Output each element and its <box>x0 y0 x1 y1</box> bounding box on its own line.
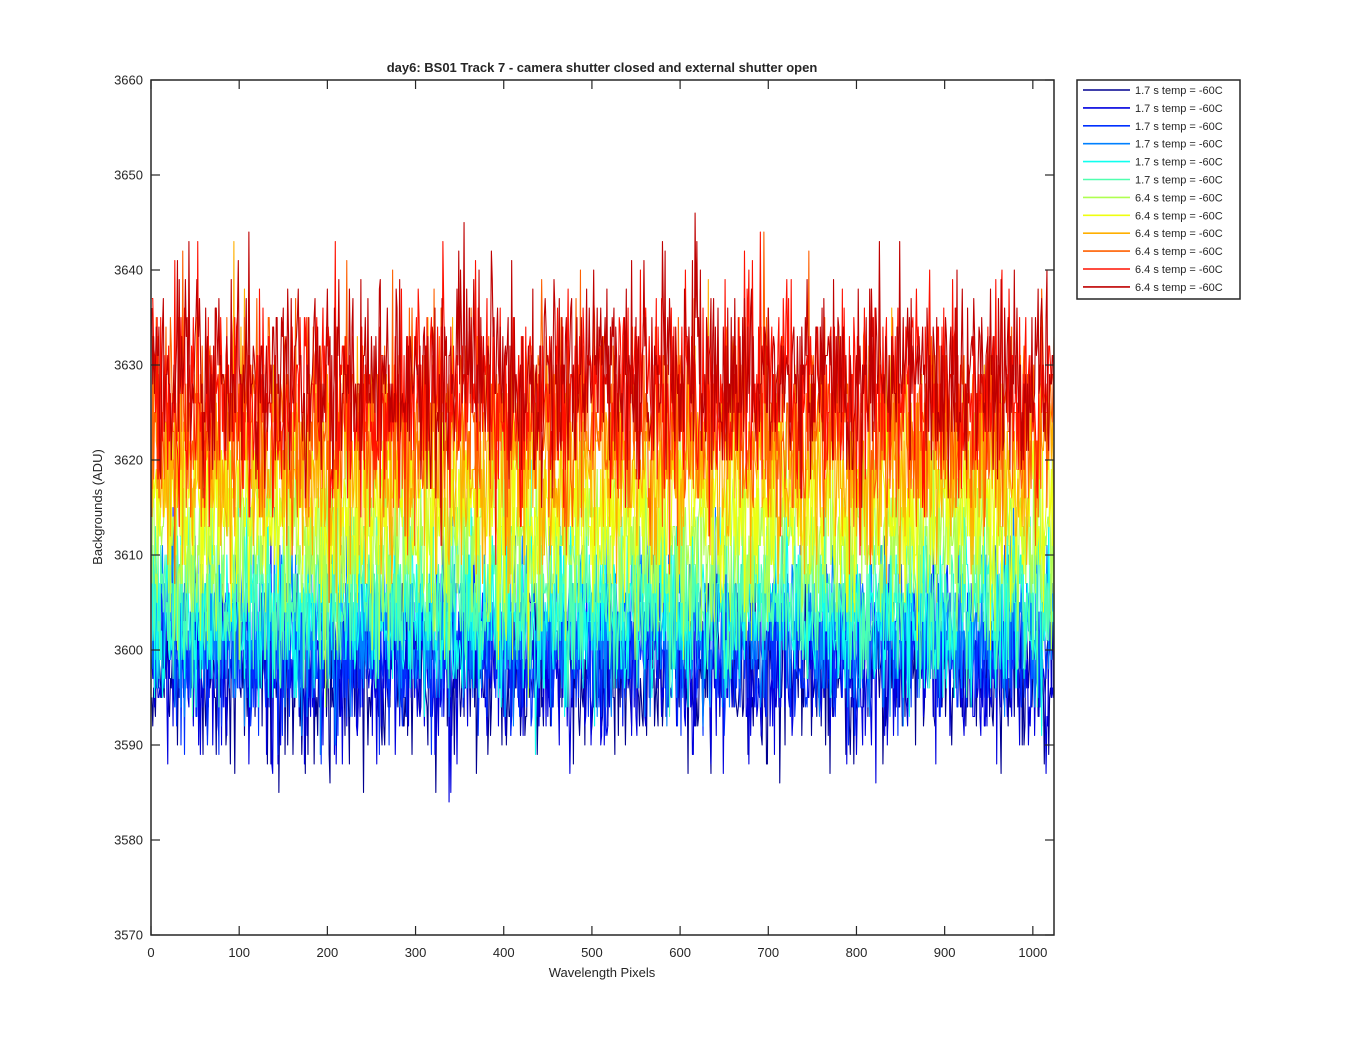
x-tick-label: 200 <box>317 945 339 960</box>
legend-label: 1.7 s temp = -60C <box>1135 139 1223 151</box>
legend-entry-3: 1.7 s temp = -60C <box>1083 121 1223 133</box>
y-tick-label: 3610 <box>114 548 143 563</box>
legend-label: 6.4 s temp = -60C <box>1135 192 1223 204</box>
x-tick-label: 0 <box>147 945 154 960</box>
x-tick-label: 100 <box>228 945 250 960</box>
y-axis-label: Backgrounds (ADU) <box>90 449 105 565</box>
y-tick-label: 3660 <box>114 73 143 88</box>
legend-entry-8: 6.4 s temp = -60C <box>1083 210 1223 222</box>
y-tick-label: 3600 <box>114 643 143 658</box>
legend-label: 6.4 s temp = -60C <box>1135 282 1223 294</box>
x-tick-label: 400 <box>493 945 515 960</box>
y-tick-label: 3640 <box>114 263 143 278</box>
legend-label: 6.4 s temp = -60C <box>1135 264 1223 276</box>
legend-entry-7: 6.4 s temp = -60C <box>1083 192 1223 204</box>
legend-label: 1.7 s temp = -60C <box>1135 121 1223 133</box>
y-tick-label: 3650 <box>114 168 143 183</box>
y-tick-label: 3620 <box>114 453 143 468</box>
legend-entry-1: 1.7 s temp = -60C <box>1083 85 1223 97</box>
legend-label: 1.7 s temp = -60C <box>1135 85 1223 97</box>
legend-entry-4: 1.7 s temp = -60C <box>1083 139 1223 151</box>
legend-entry-2: 1.7 s temp = -60C <box>1083 103 1223 115</box>
legend-box <box>1076 79 1241 300</box>
x-tick-label: 1000 <box>1018 945 1047 960</box>
legend-label: 6.4 s temp = -60C <box>1135 210 1223 222</box>
x-tick-label: 800 <box>846 945 868 960</box>
ticks-layer <box>150 79 1054 936</box>
x-tick-label: 900 <box>934 945 956 960</box>
series-layer <box>151 212 1054 803</box>
y-tick-label: 3590 <box>114 738 143 753</box>
x-tick-label: 600 <box>669 945 691 960</box>
chart-title: day6: BS01 Track 7 - camera shutter clos… <box>387 60 818 75</box>
legend-label: 6.4 s temp = -60C <box>1135 228 1223 240</box>
x-tick-label: 700 <box>757 945 779 960</box>
y-tick-labels: 3570 3580 3590 3600 3610 3620 3630 3640 3650 3660 <box>114 73 143 943</box>
legend-entry-11: 6.4 s temp = -60C <box>1083 264 1223 276</box>
y-tick-label: 3580 <box>114 833 143 848</box>
series-line-12 <box>151 212 1054 547</box>
legend-label: 6.4 s temp = -60C <box>1135 246 1223 258</box>
legend-entry-12: 6.4 s temp = -60C <box>1083 282 1223 294</box>
x-tick-label: 300 <box>405 945 427 960</box>
legend-label: 1.7 s temp = -60C <box>1135 103 1223 115</box>
legend-label: 1.7 s temp = -60C <box>1135 157 1223 169</box>
legend: 1.7 s temp = -60C 1.7 s temp = -60C 1.7 s … <box>1076 79 1241 300</box>
y-tick-label: 3570 <box>114 928 143 943</box>
legend-entry-5: 1.7 s temp = -60C <box>1083 157 1223 169</box>
axes-box <box>150 79 1055 936</box>
series-line-9 <box>151 240 1054 594</box>
y-tick-label: 3630 <box>114 358 143 373</box>
x-tick-label: 500 <box>581 945 603 960</box>
x-axis-label: Wavelength Pixels <box>549 965 656 980</box>
legend-label: 1.7 s temp = -60C <box>1135 175 1223 187</box>
legend-entry-9: 6.4 s temp = -60C <box>1083 228 1223 240</box>
legend-entry-10: 6.4 s temp = -60C <box>1083 246 1223 258</box>
legend-entry-6: 1.7 s temp = -60C <box>1083 175 1223 187</box>
x-tick-labels: 0 100 200 300 400 500 600 700 800 900 1000 <box>147 945 1047 960</box>
